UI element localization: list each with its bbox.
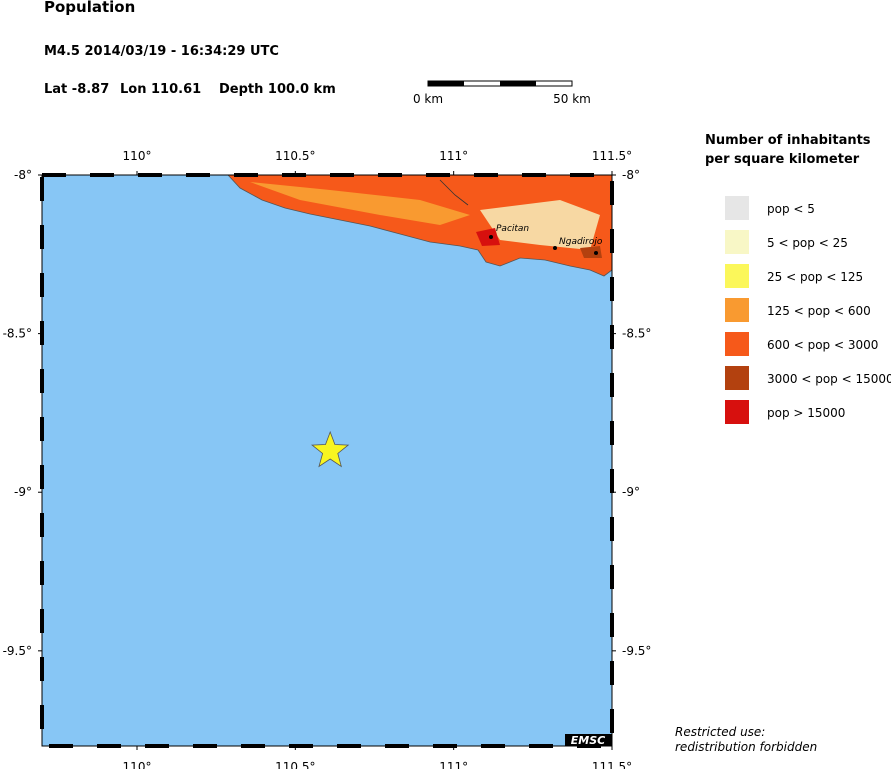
scale-bar [427,80,573,87]
x-tick-label: 111° [439,760,468,769]
footer: redistribution forbidden [675,740,817,754]
epicenter [311,430,350,468]
badge: EMSC [571,734,605,747]
y-tick-label: -8° [14,168,32,182]
x-tick-label: 110° [123,760,152,769]
legend-swatch [725,366,749,390]
y-tick-label: -9.5° [622,644,651,658]
lat: Lat -8.87 [44,82,109,97]
legend-label: 5 < pop < 25 [767,236,848,250]
x-tick-label: 110° [123,149,152,163]
y-tick-label: -9° [622,485,640,499]
legend-label: 3000 < pop < 15000 [767,372,891,386]
legend-swatch [725,298,749,322]
title: Population [44,0,135,16]
legend-title: per square kilometer [705,152,860,167]
legend-swatch [725,264,749,288]
y-tick-label: -9° [14,485,32,499]
frame-line [41,174,613,747]
scale-start: 0 km [413,92,443,106]
legend-swatch [725,400,749,424]
event: M4.5 2014/03/19 - 16:34:29 UTC [44,44,279,59]
legend-label: pop < 5 [767,202,815,216]
scale-end: 50 km [553,92,591,106]
depth: Depth 100.0 km [219,82,336,97]
x-tick-label: 110.5° [275,760,315,769]
lon: Lon 110.61 [120,82,201,97]
legend-label: pop > 15000 [767,406,845,420]
legend-label: 600 < pop < 3000 [767,338,878,352]
y-tick-label: -8.5° [622,327,651,341]
legend-title: Number of inhabitants [705,133,871,148]
town-label: Pacitan [496,224,529,234]
x-tick-label: 111.5° [592,149,632,163]
y-tick-label: -8° [622,168,640,182]
legend-label: 125 < pop < 600 [767,304,871,318]
legend-label: 25 < pop < 125 [767,270,863,284]
legend-swatch [725,196,749,220]
x-tick-label: 111° [439,149,468,163]
y-tick-label: -8.5° [3,327,32,341]
x-tick-label: 111.5° [592,760,632,769]
legend-swatch [725,230,749,254]
x-tick-label: 110.5° [275,149,315,163]
footer: Restricted use: [675,725,765,739]
y-tick-label: -9.5° [3,644,32,658]
legend-swatch [725,332,749,356]
town-label: Ngadirojo [559,237,603,247]
